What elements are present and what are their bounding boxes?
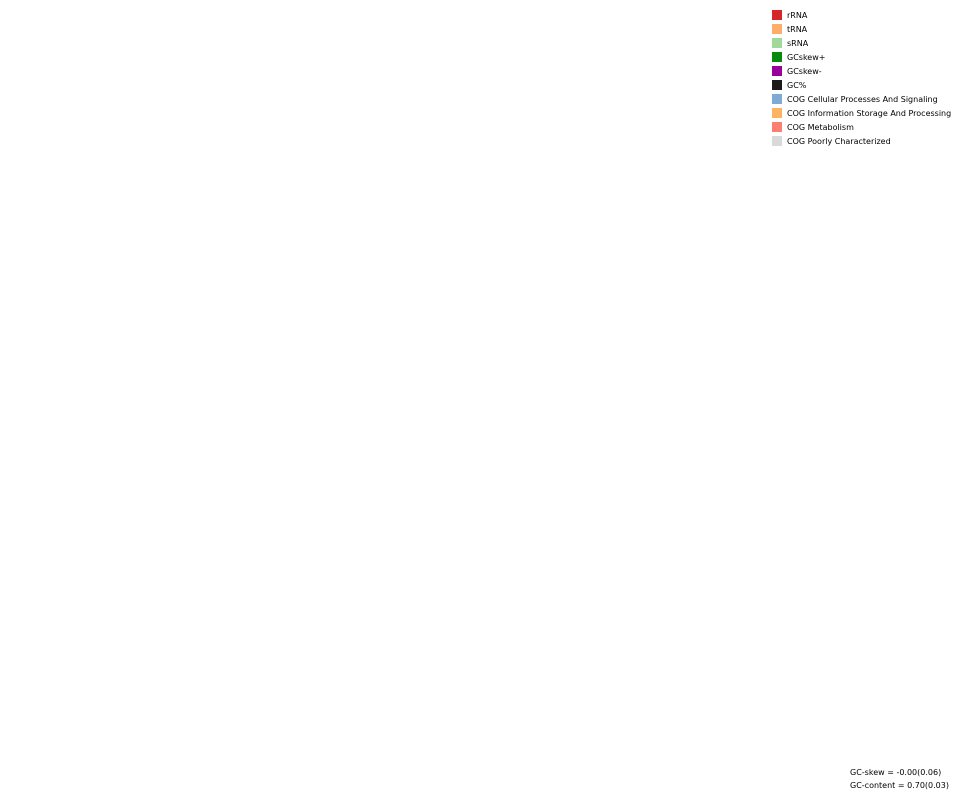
legend-swatch (772, 10, 782, 20)
legend-item-cog-poorly: COG Poorly Characterized (772, 134, 951, 148)
legend-label: tRNA (787, 24, 808, 34)
legend-item-gc-percent: GC% (772, 78, 951, 92)
legend-label: rRNA (787, 10, 808, 20)
gc-skew-stat: GC-skew = -0.00(0.06) (850, 768, 942, 777)
legend-swatch (772, 136, 782, 146)
legend-label: sRNA (787, 38, 809, 48)
legend-label: GC% (787, 80, 807, 90)
legend-swatch (772, 52, 782, 62)
legend-swatch (772, 80, 782, 90)
legend-label: COG Metabolism (787, 122, 854, 132)
legend-swatch (772, 94, 782, 104)
stats-readout: GC-skew = -0.00(0.06) GC-content = 0.70(… (850, 766, 949, 792)
legend-item-rrna: rRNA (772, 8, 951, 22)
legend-item-gcskew-minus: GCskew- (772, 64, 951, 78)
gc-content-stat: GC-content = 0.70(0.03) (850, 781, 949, 790)
legend-swatch (772, 108, 782, 118)
legend: rRNA tRNA sRNA GCskew+ GCskew- GC% COG C… (772, 8, 951, 148)
legend-item-srna: sRNA (772, 36, 951, 50)
legend-item-trna: tRNA (772, 22, 951, 36)
legend-label: GCskew- (787, 66, 822, 76)
legend-item-cog-metabolism: COG Metabolism (772, 120, 951, 134)
legend-swatch (772, 24, 782, 34)
legend-item-cog-cellular: COG Cellular Processes And Signaling (772, 92, 951, 106)
legend-item-cog-information: COG Information Storage And Processing (772, 106, 951, 120)
legend-swatch (772, 38, 782, 48)
legend-label: COG Cellular Processes And Signaling (787, 94, 938, 104)
legend-swatch (772, 122, 782, 132)
legend-label: GCskew+ (787, 52, 826, 62)
legend-label: COG Information Storage And Processing (787, 108, 952, 118)
legend-swatch (772, 66, 782, 76)
legend-label: COG Poorly Characterized (787, 136, 891, 146)
legend-item-gcskew-plus: GCskew+ (772, 50, 951, 64)
